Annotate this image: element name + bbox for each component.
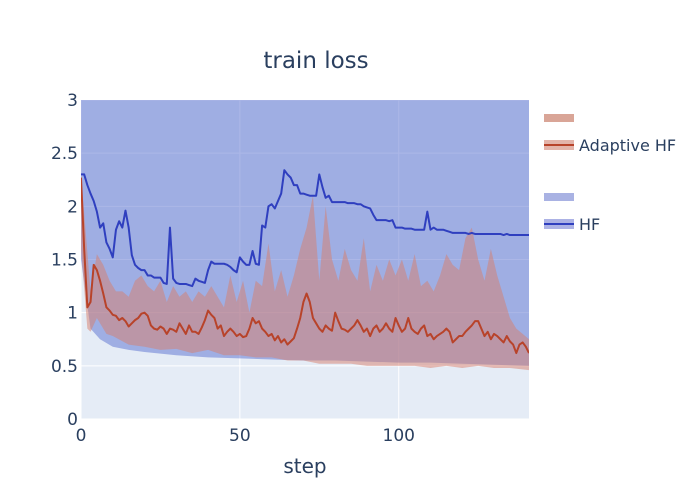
hf-mean-line [81,169,529,288]
x-tick-label: 100 [383,426,415,446]
y-tick-label: 0.5 [51,357,78,377]
legend-item-band-band[interactable] [544,114,574,122]
x-tick-label: 50 [229,426,251,446]
y-tick-label: 2 [67,197,78,217]
legend-label: Adaptive HF [579,136,676,155]
series-layer [81,100,529,371]
x-axis-label: step [283,454,326,478]
legend-item-hf-line[interactable]: HF [544,215,600,234]
y-tick-label: 1 [67,304,78,324]
legend-band-swatch [544,114,574,122]
chart-title: train loss [263,48,368,74]
legend-band-swatch [544,193,574,201]
y-tick-label: 3 [67,91,78,111]
legend-item-adaptive-hf-line[interactable]: Adaptive HF [544,136,676,155]
legend-item-band-band[interactable] [544,193,574,201]
x-axis-ticks: 0 50 100 [76,426,415,446]
y-tick-label: 0 [67,410,78,430]
y-tick-label: 1.5 [51,251,78,271]
y-tick-label: 2.5 [51,144,78,164]
adaptive-hf-mean-line [81,177,529,355]
x-tick-label: 0 [76,426,87,446]
legend-label: HF [579,215,600,234]
plot-area [80,99,529,420]
adaptive-hf-band [81,174,529,371]
legend[interactable]: Adaptive HF HF [544,114,676,234]
y-axis-ticks: 0 0.5 1 1.5 2 2.5 3 [51,91,78,430]
